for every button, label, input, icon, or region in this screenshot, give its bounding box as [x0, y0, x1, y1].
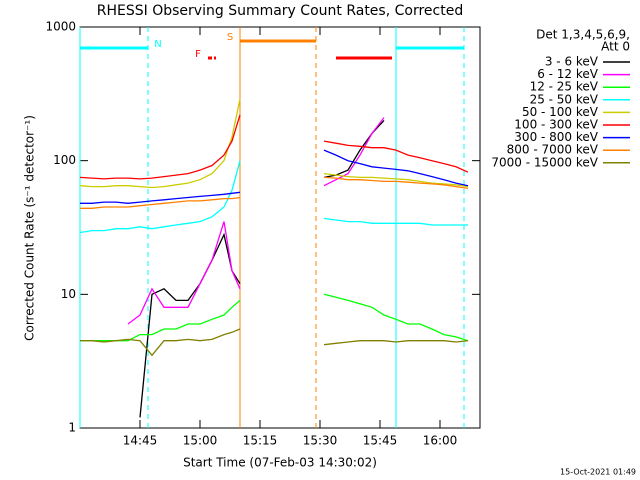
x-axis-label: Start Time (07-Feb-03 14:30:02) — [183, 456, 377, 470]
series-line — [80, 328, 241, 357]
series-line — [80, 191, 241, 204]
legend-label: 100 - 300 keV — [514, 118, 598, 132]
legend-label: 25 - 50 keV — [530, 92, 599, 106]
series-line — [323, 340, 469, 346]
legend-label: 800 - 7000 keV — [507, 143, 599, 157]
series-line — [323, 149, 469, 187]
series-line — [79, 114, 241, 180]
legend-label: 7000 - 15000 keV — [491, 155, 598, 169]
series-line — [323, 140, 469, 173]
legend-label: 6 - 12 keV — [537, 67, 599, 81]
x-tick-label: 15:45 — [363, 434, 398, 448]
marker-label: S — [227, 32, 233, 43]
x-tick-label: 15:00 — [183, 434, 218, 448]
x-tick-label: 15:30 — [303, 434, 338, 448]
legend-title: Det 1,3,4,5,6,9, — [536, 28, 630, 42]
series-line — [79, 98, 241, 189]
legend-label: 50 - 100 keV — [522, 105, 599, 119]
series-line — [323, 217, 468, 226]
series-line — [323, 293, 469, 342]
marker-label: F — [195, 49, 201, 60]
footer: 15-Oct-2021 01:49 — [560, 468, 636, 477]
marker-label: N — [154, 39, 161, 50]
legend-label: 12 - 25 keV — [530, 80, 599, 94]
x-tick-label: 14:45 — [123, 434, 158, 448]
x-tick-label: 16:00 — [423, 434, 458, 448]
series-line — [323, 172, 469, 188]
series-line — [323, 176, 469, 190]
y-tick-label: 1000 — [45, 20, 76, 34]
legend-label: 300 - 800 keV — [514, 130, 598, 144]
legend-title: Att 0 — [601, 40, 630, 54]
y-axis-label: Corrected Count Rate (s⁻¹ detector⁻¹) — [23, 115, 37, 341]
series-line — [127, 221, 241, 325]
legend-label: 3 - 6 keV — [545, 55, 599, 69]
series-line — [80, 299, 241, 342]
series-line — [139, 232, 241, 418]
y-tick-label: 100 — [53, 153, 76, 167]
y-tick-label: 10 — [61, 287, 76, 301]
x-tick-label: 15:15 — [243, 434, 278, 448]
series-line — [80, 196, 241, 209]
chart-title: RHESSI Observing Summary Count Rates, Co… — [97, 3, 463, 19]
series-line — [323, 117, 385, 187]
series-line — [79, 160, 241, 234]
y-tick-label: 1 — [68, 421, 76, 435]
